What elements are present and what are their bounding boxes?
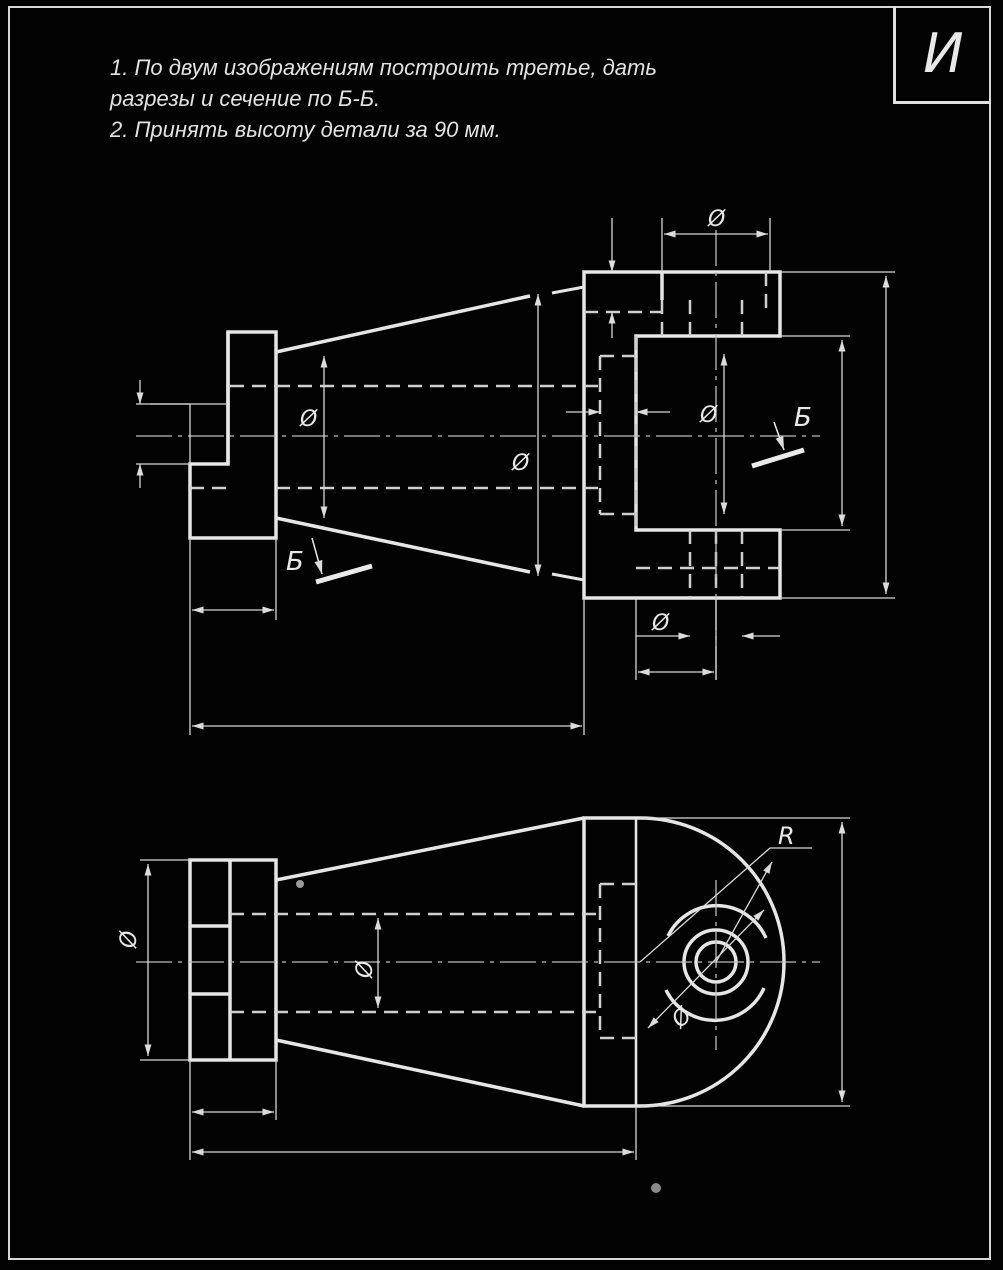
front-view (188, 270, 782, 600)
flange-outline (188, 330, 278, 540)
top-view-labels: Ø Ø R Ø (117, 822, 795, 1034)
section-label-right: Б (794, 403, 812, 433)
dia-label-top-boss: Ø (707, 207, 726, 232)
dia-label-bore-plan: Ø (353, 960, 378, 979)
section-plane-marks (311, 421, 805, 585)
flange-outer (188, 858, 278, 1062)
dia-label-bore: Ø (299, 407, 318, 432)
dia-label-cone: Ø (511, 451, 530, 476)
top-view-dimensions (140, 817, 850, 1160)
dia-label-flange: Ø (117, 930, 142, 949)
task-line-1: 1. По двум изображениям построить третье… (110, 55, 657, 80)
task-line-3: 2. Принять высоту детали за 90 мм. (110, 117, 501, 142)
front-view-centerlines (136, 230, 820, 680)
top-view (188, 816, 786, 1108)
front-view-hidden-lines (190, 272, 780, 598)
radius-label: R (778, 822, 795, 850)
dia-label-bottom: Ø (651, 611, 670, 636)
cone-bottom-edge (275, 516, 531, 574)
dia-label-hole: Ø (666, 1003, 697, 1034)
speck (651, 1183, 661, 1193)
sheet-frame (8, 6, 991, 1260)
speck (296, 880, 304, 888)
front-view-labels: Ø Ø Ø Ø Ø Б Б (286, 207, 812, 636)
front-view-dimensions (136, 218, 895, 735)
section-mark-bottom (315, 563, 373, 585)
bore-circle-outer-arc-top (666, 903, 768, 939)
cone-bottom-tip (551, 572, 585, 582)
section-label-bottom: Б (286, 547, 304, 577)
cone-bottom-edge-plan (275, 1038, 585, 1108)
cone-top-tip (551, 285, 585, 295)
dia-label-right-bore: Ø (699, 403, 718, 428)
cone-top-edge (275, 294, 531, 354)
variant-letter: И (923, 22, 964, 85)
variant-box: И (893, 6, 991, 104)
task-text: 1. По двум изображениям построить третье… (110, 52, 870, 145)
top-view-hidden-lines (230, 882, 636, 1040)
cone-top-edge-plan (275, 816, 585, 882)
body-outline (582, 270, 782, 600)
section-mark-right (751, 447, 805, 469)
body-plan-outline (582, 816, 786, 1108)
task-line-2: разрезы и сечение по Б-Б. (110, 86, 381, 111)
